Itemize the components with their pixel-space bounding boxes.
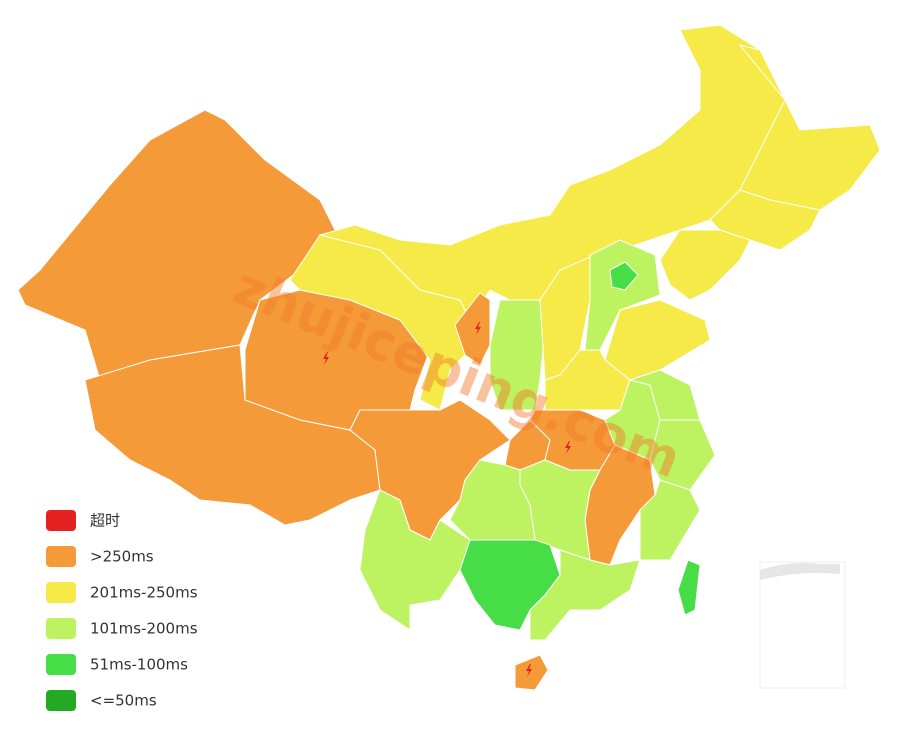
timeout-icons	[323, 322, 571, 677]
legend-swatch	[46, 618, 76, 639]
shandong	[604, 299, 711, 381]
inset-land	[760, 562, 840, 580]
south-china-sea-inset	[759, 561, 846, 689]
legend-label: 101ms-200ms	[90, 620, 198, 638]
guizhou	[449, 459, 536, 541]
fujian	[639, 479, 701, 561]
legend-label: <=50ms	[90, 692, 157, 710]
inset-frame	[759, 561, 846, 689]
legend-swatch	[46, 654, 76, 675]
heilongjiang	[738, 44, 881, 211]
legend: 超时 >250ms 201ms-250ms 101ms-200ms 51ms-100ms…	[46, 510, 198, 711]
bolt-icon	[565, 441, 571, 454]
beijing	[609, 261, 639, 291]
liaoning	[659, 229, 751, 301]
guangdong	[529, 549, 641, 641]
tibet	[84, 344, 381, 526]
legend-swatch	[46, 690, 76, 711]
yunnan	[359, 489, 471, 631]
provinces	[17, 24, 881, 691]
bolt-icon	[323, 352, 329, 365]
jilin	[709, 189, 821, 251]
legend-swatch	[46, 510, 76, 531]
legend-label: 超时	[90, 512, 120, 530]
bolt-icon	[475, 322, 481, 335]
shaanxi	[489, 299, 546, 411]
legend-label: 201ms-250ms	[90, 584, 198, 602]
legend-label: >250ms	[90, 548, 154, 566]
legend-swatch	[46, 582, 76, 603]
legend-label: 51ms-100ms	[90, 656, 188, 674]
bolt-icon	[526, 664, 532, 677]
legend-swatch	[46, 546, 76, 567]
taiwan	[677, 559, 701, 616]
hainan	[514, 654, 549, 691]
